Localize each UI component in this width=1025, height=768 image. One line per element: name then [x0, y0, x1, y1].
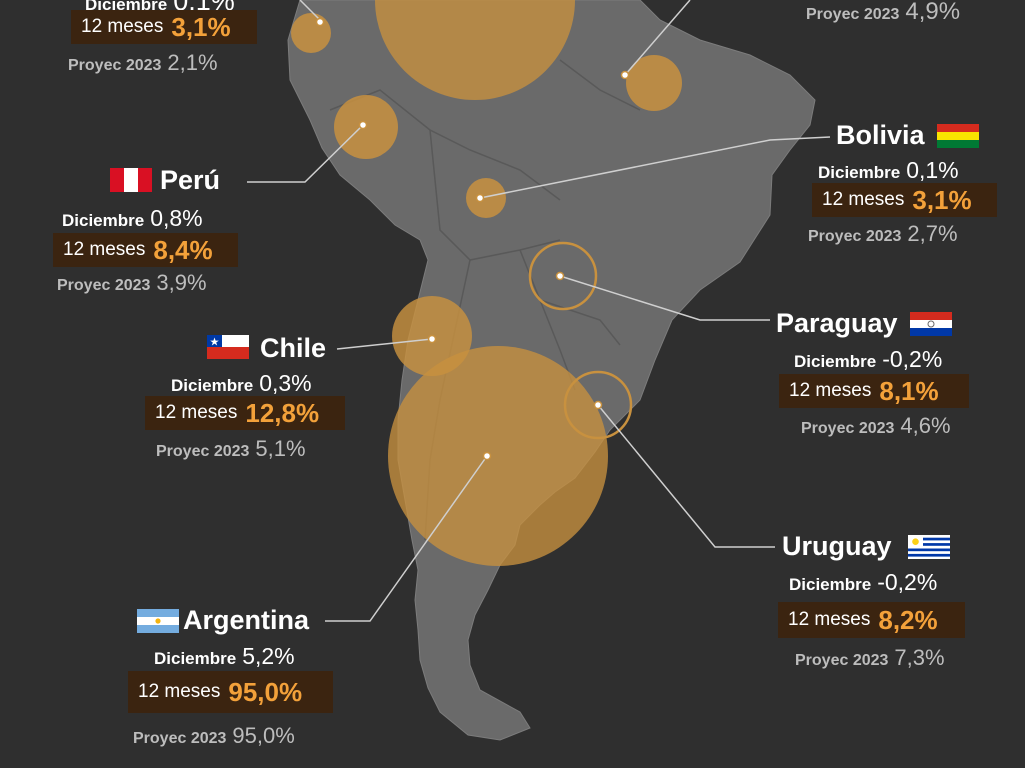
paraguay-name: Paraguay	[776, 308, 898, 338]
bubble-colombia-large	[375, 0, 575, 100]
peru-flag-icon	[110, 168, 152, 192]
peru-twelve-box: 12 meses 8,4%	[53, 233, 238, 267]
paraguay-twelve-label: 12 meses	[789, 380, 872, 401]
colombia-twelve-value: 3,1%	[171, 11, 231, 42]
paraguay-proj-value: 4,6%	[900, 413, 951, 438]
brasil-proj-row: Proyec 2023 4,9%	[806, 0, 960, 26]
argentina-month-row: Diciembre 5,2%	[154, 643, 295, 670]
bolivia-proj-value: 2,7%	[907, 221, 958, 246]
bolivia-month-row: Diciembre 0,1%	[818, 157, 959, 184]
argentina-twelve-value: 95,0%	[228, 676, 303, 707]
argentina-proj-label: Proyec 2023	[133, 730, 227, 747]
bolivia-month-label: Diciembre	[818, 163, 901, 182]
argentina-proj-row: Proyec 2023 95,0%	[133, 723, 295, 749]
uruguay-name: Uruguay	[782, 531, 892, 561]
paraguay-proj-label: Proyec 2023	[801, 420, 895, 437]
uruguay-twelve-label: 12 meses	[788, 609, 871, 630]
paraguay-month-label: Diciembre	[794, 352, 877, 371]
bolivia-twelve-box: 12 meses 3,1%	[812, 183, 997, 217]
colombia-twelve-label: 12 meses	[81, 16, 164, 37]
bubble-paraguay	[528, 241, 598, 311]
chile-name: Chile	[260, 333, 327, 363]
uruguay-flag-icon	[908, 535, 950, 559]
location-dots	[315, 17, 630, 461]
chile-proj-label: Proyec 2023	[156, 443, 250, 460]
uruguay-month-label: Diciembre	[789, 575, 872, 594]
argentina-flag-icon	[137, 609, 179, 633]
bolivia-flag-icon	[937, 124, 979, 148]
paraguay-proj-row: Proyec 2023 4,6%	[801, 413, 951, 439]
brasil-proj-label: Proyec 2023	[806, 6, 900, 23]
bolivia-twelve-label: 12 meses	[822, 189, 905, 210]
bubble-bolivia	[466, 178, 506, 218]
argentina-twelve-label: 12 meses	[138, 681, 221, 702]
argentina-month-value: 5,2%	[242, 643, 295, 669]
chile-twelve-box: 12 meses 12,8%	[145, 396, 345, 430]
chile-proj-row: Proyec 2023 5,1%	[156, 436, 306, 462]
peru-name: Perú	[160, 165, 221, 195]
uruguay-twelve-value: 8,2%	[878, 604, 938, 635]
peru-twelve-label: 12 meses	[63, 239, 146, 260]
argentina-month-label: Diciembre	[154, 649, 237, 668]
chile-twelve-value: 12,8%	[245, 397, 320, 428]
chile-month-value: 0,3%	[259, 370, 312, 396]
bolivia-twelve-value: 3,1%	[912, 184, 972, 215]
brasil-proj-value: 4,9%	[905, 0, 961, 25]
colombia-proj-label: Proyec 2023	[68, 57, 162, 74]
bubble-uruguay	[563, 370, 633, 440]
chile-twelve-label: 12 meses	[155, 402, 238, 423]
paraguay-month-value: -0,2%	[882, 346, 943, 372]
uruguay-twelve-box: 12 meses 8,2%	[778, 602, 965, 638]
peru-proj-value: 3,9%	[156, 270, 207, 295]
leader-lines	[247, 0, 831, 622]
uruguay-proj-value: 7,3%	[894, 645, 945, 670]
paraguay-flag-icon	[910, 312, 952, 336]
bolivia-month-value: 0,1%	[906, 157, 959, 183]
bubble-venezuela	[626, 55, 682, 111]
argentina-proj-value: 95,0%	[232, 723, 295, 748]
paraguay-month-row: Diciembre -0,2%	[794, 346, 942, 373]
paraguay-twelve-value: 8,1%	[879, 375, 939, 406]
peru-proj-label: Proyec 2023	[57, 277, 151, 294]
bubble-argentina	[388, 346, 608, 566]
argentina-twelve-box: 12 meses 95,0%	[128, 671, 333, 713]
peru-twelve-value: 8,4%	[153, 234, 213, 265]
colombia-twelve-box: 12 meses 3,1%	[71, 10, 257, 44]
paraguay-twelve-box: 12 meses 8,1%	[779, 374, 969, 408]
colombia-proj-row: Proyec 2023 2,1%	[68, 50, 218, 76]
peru-month-label: Diciembre	[62, 211, 145, 230]
bolivia-proj-label: Proyec 2023	[808, 228, 902, 245]
peru-proj-row: Proyec 2023 3,9%	[57, 270, 207, 296]
argentina-name: Argentina	[183, 605, 310, 635]
uruguay-month-value: -0,2%	[877, 569, 938, 595]
uruguay-proj-row: Proyec 2023 7,3%	[795, 645, 945, 671]
bolivia-name: Bolivia	[836, 120, 925, 150]
bubble-colombia-small	[291, 13, 331, 53]
uruguay-month-row: Diciembre -0,2%	[789, 569, 937, 596]
colombia-proj-value: 2,1%	[167, 50, 218, 75]
chile-proj-value: 5,1%	[255, 436, 306, 461]
chile-flag-icon	[207, 335, 249, 359]
bolivia-proj-row: Proyec 2023 2,7%	[808, 221, 958, 247]
uruguay-proj-label: Proyec 2023	[795, 652, 889, 669]
peru-month-value: 0,8%	[150, 205, 203, 231]
peru-month-row: Diciembre 0,8%	[62, 205, 203, 232]
chile-month-label: Diciembre	[171, 376, 254, 395]
chile-month-row: Diciembre 0,3%	[171, 370, 312, 397]
